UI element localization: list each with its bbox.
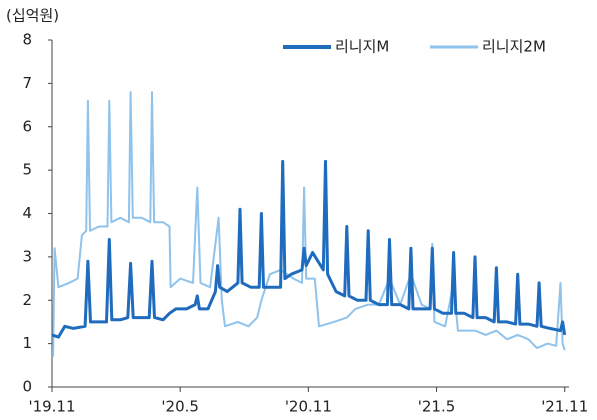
y-tick-label: 0 bbox=[22, 378, 32, 396]
series-line bbox=[51, 159, 567, 339]
x-tick-label: '19.11 bbox=[28, 398, 75, 416]
y-tick-label: 4 bbox=[22, 204, 32, 222]
x-tick-label: '21.11 bbox=[541, 398, 588, 416]
legend-label: 리니지M bbox=[335, 38, 389, 56]
y-tick-label: 1 bbox=[22, 334, 32, 352]
y-tick-label: 8 bbox=[22, 31, 32, 49]
y-tick-label: 3 bbox=[22, 247, 32, 265]
unit-label: (십억원) bbox=[6, 7, 59, 25]
y-tick-label: 5 bbox=[22, 161, 32, 179]
x-tick-label: '21.5 bbox=[418, 398, 456, 416]
y-tick-label: 2 bbox=[22, 291, 32, 309]
series-line bbox=[52, 91, 566, 357]
y-tick-label: 6 bbox=[22, 117, 32, 135]
x-tick-label: '20.5 bbox=[161, 398, 199, 416]
legend-label: 리니지2M bbox=[482, 38, 546, 56]
x-tick-label: '20.11 bbox=[285, 398, 332, 416]
y-tick-label: 7 bbox=[22, 74, 32, 92]
